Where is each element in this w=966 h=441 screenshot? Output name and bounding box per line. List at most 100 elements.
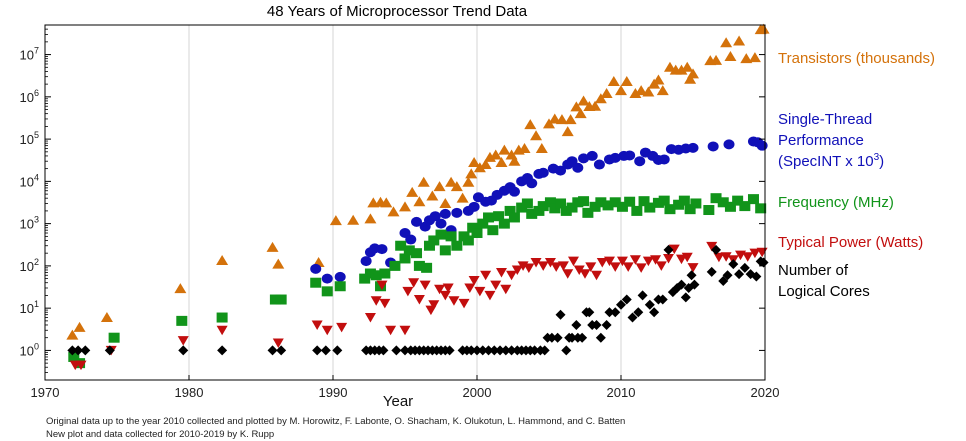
data-point xyxy=(444,345,455,356)
data-point xyxy=(664,204,676,215)
data-point xyxy=(720,252,732,262)
data-point xyxy=(405,234,417,245)
data-point xyxy=(493,211,505,222)
data-point xyxy=(584,307,595,318)
legend-label: Transistors (thousands) xyxy=(778,50,935,67)
data-point xyxy=(681,252,693,263)
data-point xyxy=(668,244,680,255)
data-point xyxy=(462,176,475,187)
data-point xyxy=(758,257,769,268)
data-point xyxy=(567,332,578,343)
data-point xyxy=(380,197,393,208)
data-point xyxy=(560,205,572,216)
data-point xyxy=(329,215,342,226)
x-tick-label: 2020 xyxy=(751,385,780,400)
data-point xyxy=(622,262,634,272)
data-point xyxy=(176,315,188,326)
data-point xyxy=(689,279,700,290)
data-point xyxy=(442,283,454,293)
data-point xyxy=(467,222,479,233)
data-point xyxy=(591,270,603,281)
data-point xyxy=(740,53,753,64)
data-point xyxy=(458,298,470,309)
data-point xyxy=(658,154,670,165)
data-point xyxy=(483,345,494,356)
data-point xyxy=(477,218,489,229)
data-point xyxy=(174,283,187,294)
data-point xyxy=(616,256,628,267)
y-tick-label: 106 xyxy=(20,88,39,105)
data-point xyxy=(495,345,506,356)
data-point xyxy=(555,309,566,320)
data-point xyxy=(473,162,486,173)
data-point xyxy=(334,271,346,282)
data-point xyxy=(216,325,228,336)
data-point xyxy=(724,201,736,212)
data-point xyxy=(706,266,717,277)
data-point xyxy=(269,294,281,305)
data-point xyxy=(399,325,411,336)
data-point xyxy=(687,263,699,273)
data-point xyxy=(465,168,478,179)
data-point xyxy=(448,296,460,306)
data-point xyxy=(391,345,402,356)
legend-label: Number of xyxy=(778,262,849,279)
data-point xyxy=(644,202,656,213)
data-point xyxy=(656,85,669,96)
data-point xyxy=(466,345,477,356)
legend-label: Performance xyxy=(778,132,864,149)
data-point xyxy=(616,299,626,310)
data-point xyxy=(577,332,588,343)
data-point xyxy=(487,225,499,236)
data-point xyxy=(589,201,601,212)
data-point xyxy=(544,258,556,268)
data-point xyxy=(379,298,391,309)
x-tick-label: 1970 xyxy=(31,385,60,400)
data-point xyxy=(607,76,620,87)
data-point xyxy=(379,268,391,279)
data-point xyxy=(609,197,621,208)
data-point xyxy=(571,319,582,330)
data-point xyxy=(609,262,621,272)
data-point xyxy=(403,245,415,256)
data-point xyxy=(566,202,578,213)
data-point xyxy=(749,248,761,259)
data-point xyxy=(572,162,584,173)
data-series xyxy=(66,23,770,371)
data-point xyxy=(312,345,323,356)
data-point xyxy=(742,252,754,262)
data-point xyxy=(595,332,606,343)
data-point xyxy=(321,273,333,284)
data-point xyxy=(451,207,463,218)
data-point xyxy=(544,197,556,208)
data-point xyxy=(451,240,463,251)
y-tick-label: 103 xyxy=(20,215,39,232)
data-point xyxy=(610,307,621,318)
data-point xyxy=(360,256,372,267)
data-point xyxy=(710,193,722,204)
x-tick-label: 1980 xyxy=(175,385,204,400)
data-point xyxy=(479,159,492,170)
data-point xyxy=(557,261,569,271)
data-point xyxy=(421,262,433,273)
data-point xyxy=(178,345,189,356)
data-point xyxy=(629,255,641,265)
data-point xyxy=(526,208,538,219)
data-point xyxy=(573,265,585,275)
data-point xyxy=(652,197,664,208)
data-point xyxy=(717,197,729,208)
data-point xyxy=(310,277,322,288)
data-point xyxy=(108,332,120,343)
data-point xyxy=(620,76,633,87)
data-point xyxy=(747,194,759,205)
data-point xyxy=(310,263,322,274)
data-point xyxy=(635,263,647,273)
data-point xyxy=(561,345,572,356)
legend-label: Frequency (MHz) xyxy=(778,194,894,211)
data-point xyxy=(755,203,767,214)
data-point xyxy=(594,93,607,104)
data-point xyxy=(593,159,605,170)
data-point xyxy=(650,255,662,265)
data-point xyxy=(621,294,632,305)
data-point xyxy=(748,52,761,63)
